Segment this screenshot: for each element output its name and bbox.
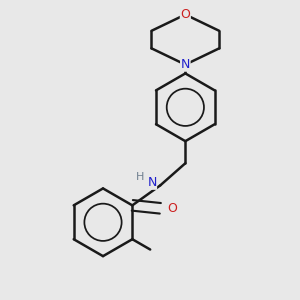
Text: O: O <box>168 202 178 215</box>
Text: N: N <box>181 58 190 71</box>
Text: N: N <box>147 176 157 190</box>
Text: O: O <box>180 8 190 21</box>
Text: H: H <box>135 172 144 182</box>
